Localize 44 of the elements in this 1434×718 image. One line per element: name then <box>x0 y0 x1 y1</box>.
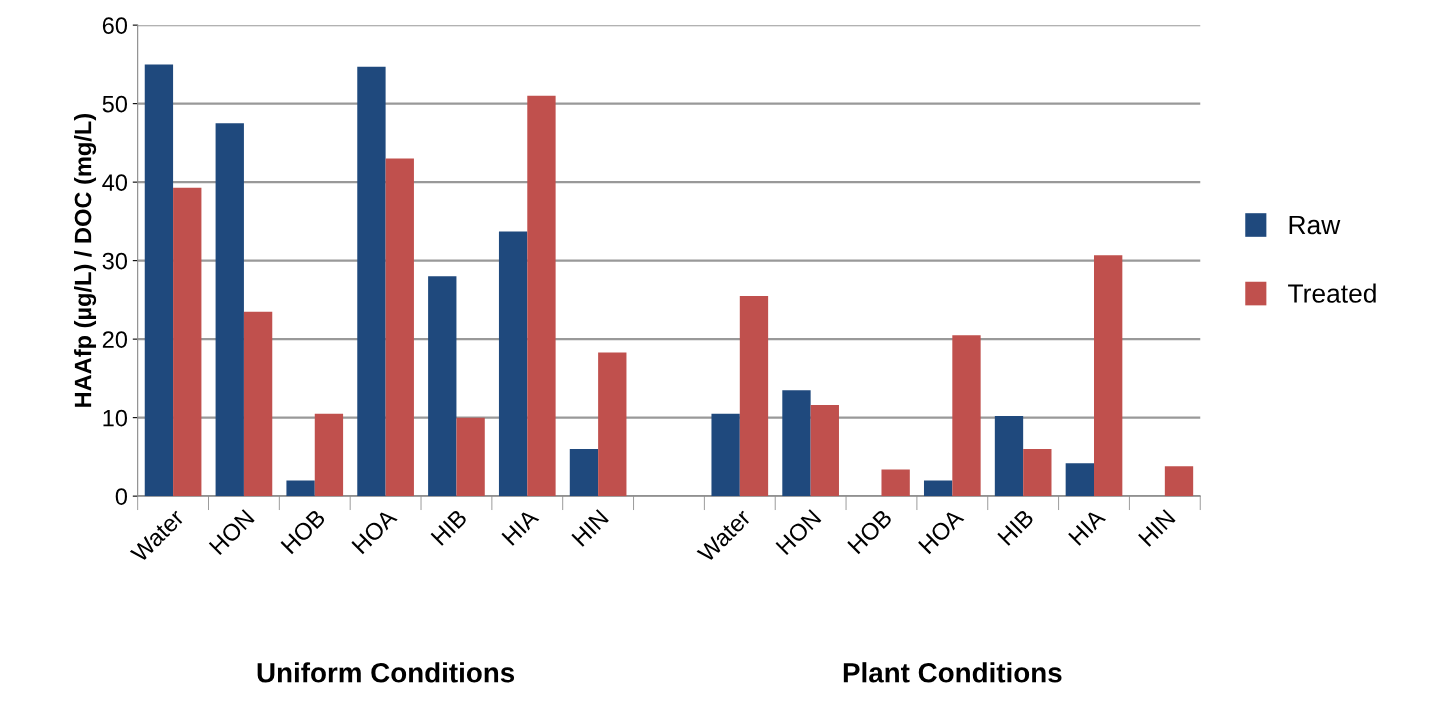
bar <box>527 95 556 497</box>
bar <box>215 123 244 497</box>
bar <box>1094 255 1123 497</box>
legend-label: Treated <box>1288 283 1376 303</box>
bar <box>144 64 174 497</box>
y-tick-label: 30 <box>102 252 128 270</box>
legend-label: Raw <box>1289 215 1341 235</box>
bar <box>994 416 1024 497</box>
bar <box>456 417 485 497</box>
y-tick-label: 20 <box>102 331 128 348</box>
bar <box>498 231 528 497</box>
bar <box>923 480 953 497</box>
y-tick-label: 10 <box>103 409 128 427</box>
bar <box>569 449 599 497</box>
bar <box>314 413 344 497</box>
bar <box>357 66 386 497</box>
x-tick-label: HIA <box>1068 507 1107 546</box>
x-tick-label: HIN <box>571 509 609 547</box>
x-tick-label: HIB <box>430 508 468 546</box>
y-tick-label: 0 <box>115 488 128 505</box>
x-tick-label: HIA <box>501 507 540 546</box>
text: Uniform Conditions <box>257 662 515 683</box>
bar <box>428 276 457 497</box>
y-axis-title: HAAfp (µg/L) / DOC (mg/L) <box>74 114 97 407</box>
bar <box>711 413 740 497</box>
y-tick-label: 60 <box>102 17 128 34</box>
x-tick-label: HIN <box>1138 509 1176 547</box>
bar <box>1164 466 1194 497</box>
bar <box>739 295 769 497</box>
bar <box>881 469 910 497</box>
bar <box>598 352 627 497</box>
bar <box>810 405 839 497</box>
x-tick-label: HIB <box>997 508 1035 546</box>
bar <box>1023 449 1052 497</box>
y-tick-label: 40 <box>102 174 128 191</box>
bar <box>1065 463 1094 497</box>
bar <box>286 480 315 497</box>
text: Plant Conditions <box>843 662 1062 683</box>
bar <box>952 335 981 497</box>
bar <box>173 187 202 497</box>
y-tick-label: 50 <box>102 95 128 113</box>
bar <box>243 311 273 497</box>
bar <box>385 158 414 497</box>
bar <box>782 390 811 497</box>
